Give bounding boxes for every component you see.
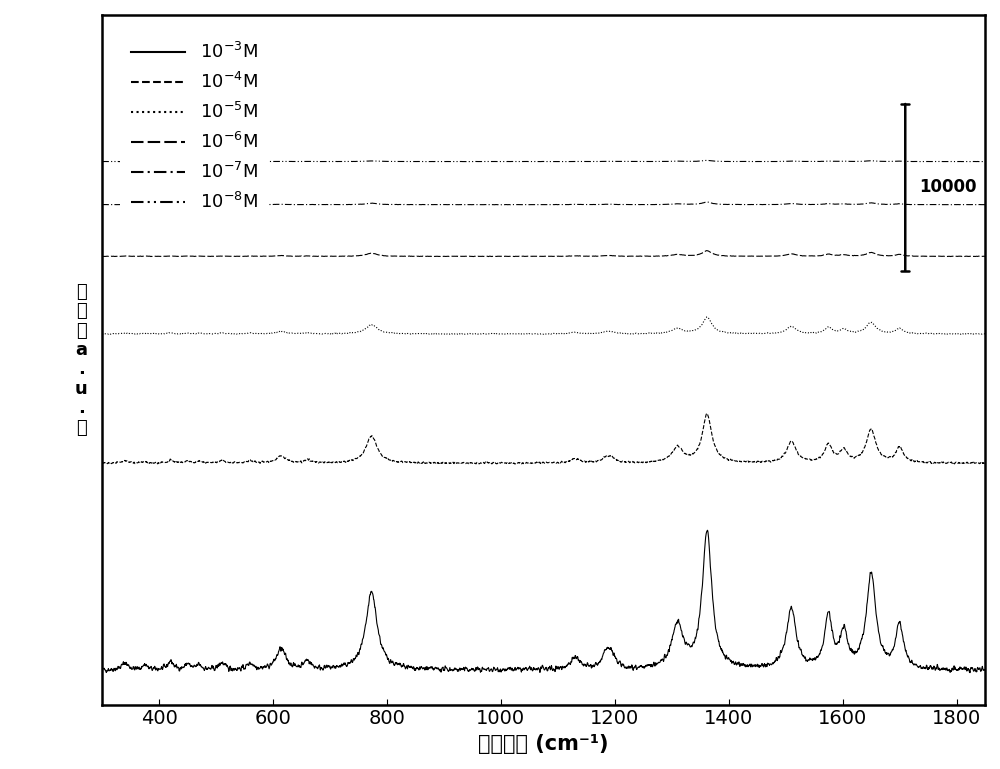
Y-axis label: 强
度
（
a
.
u
.
）: 强 度 （ a . u . ）: [75, 283, 88, 437]
Legend: $10^{-3}$M, $10^{-4}$M, $10^{-5}$M, $10^{-6}$M, $10^{-7}$M, $10^{-8}$M: $10^{-3}$M, $10^{-4}$M, $10^{-5}$M, $10^…: [120, 31, 268, 223]
X-axis label: 拉曼位移 (cm⁻¹): 拉曼位移 (cm⁻¹): [478, 734, 609, 754]
Text: 10000: 10000: [920, 178, 977, 196]
